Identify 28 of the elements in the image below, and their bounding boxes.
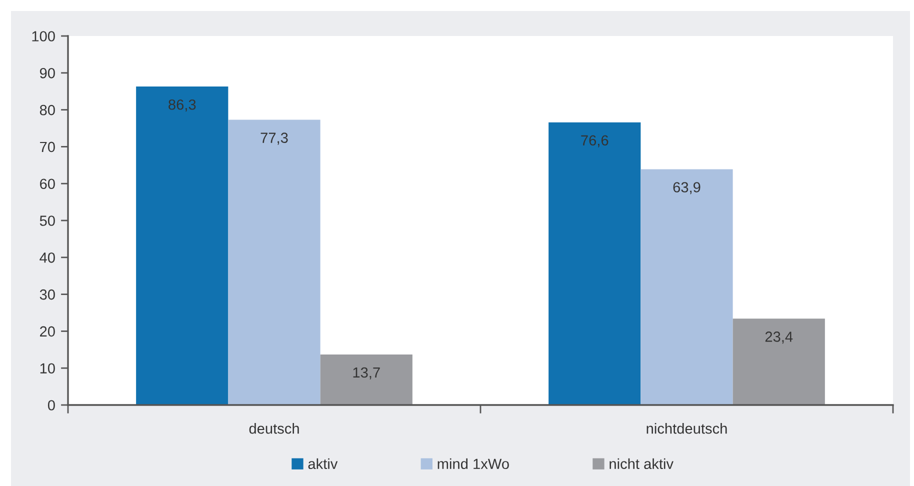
y-tick-label: 0 — [48, 400, 55, 410]
x-tick-label: nichtdeutsch — [646, 423, 727, 434]
bar — [320, 354, 412, 405]
y-tick-label: 60 — [40, 178, 55, 190]
y-tick-label: 20 — [40, 326, 55, 337]
bar — [228, 120, 320, 405]
y-tick-label: 80 — [40, 104, 55, 116]
legend-label: mind 1xWo — [438, 458, 509, 470]
bar — [732, 318, 825, 405]
bar — [548, 122, 641, 405]
y-tick-label: 70 — [40, 142, 55, 152]
x-tick-label: deutsch — [249, 423, 299, 434]
data-label: 23,4 — [765, 332, 793, 344]
data-label: 13,7 — [353, 367, 380, 380]
bar — [136, 86, 228, 405]
y-tick-label: 40 — [40, 252, 55, 263]
data-label: 63,9 — [673, 182, 700, 194]
y-tick-label: 10 — [40, 363, 55, 374]
legend-label: nicht aktiv — [610, 458, 674, 470]
y-tick-label: 90 — [40, 68, 55, 78]
legend-label: aktiv — [308, 458, 338, 470]
y-tick-label: 30 — [40, 289, 55, 300]
data-label: 77,3 — [260, 132, 288, 145]
data-label: 86,3 — [168, 99, 196, 112]
y-tick-label: 100 — [32, 31, 55, 42]
bar — [640, 169, 733, 405]
y-tick-label: 50 — [40, 216, 55, 226]
data-label: 76,6 — [581, 135, 608, 148]
